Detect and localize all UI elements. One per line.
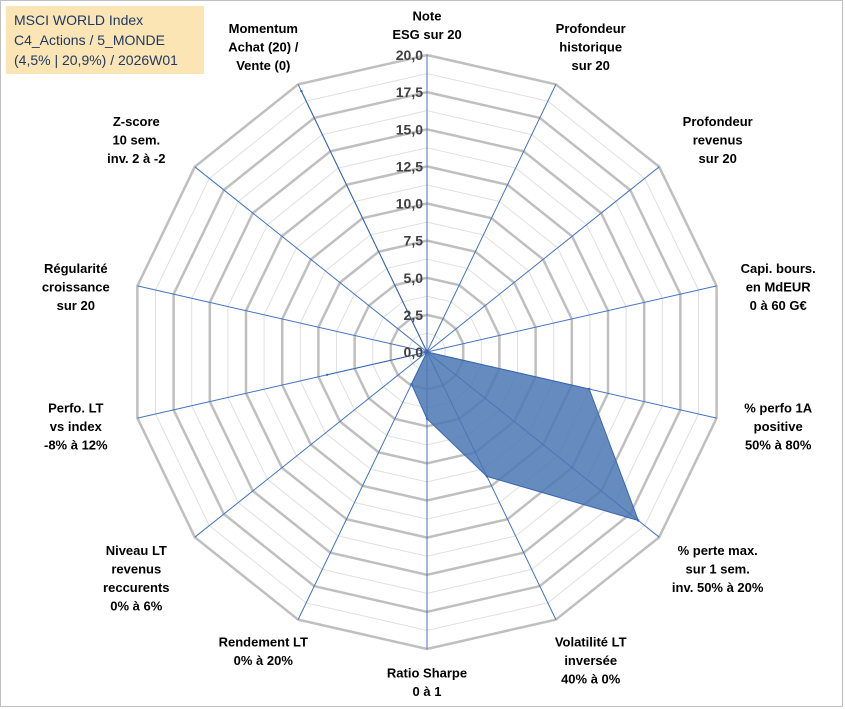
axis-spoke: [194, 351, 428, 538]
chart-title-box: MSCI WORLD Index C4_Actions / 5_MONDE (4…: [6, 6, 204, 74]
axis-label: % perfo 1A positive 50% à 80%: [744, 400, 813, 452]
axis-label: Volatilité LT inversée 40% à 0%: [555, 635, 627, 687]
data-point: [425, 417, 429, 420]
data-point: [300, 89, 303, 93]
axis-spoke: [137, 285, 428, 353]
tick-label: 17,5: [396, 84, 423, 100]
tick-label: 10,0: [396, 196, 423, 212]
axis-label: Ratio Sharpe 0 à 1: [387, 666, 467, 700]
data-point: [637, 519, 640, 522]
tick-label: 2,5: [404, 307, 424, 323]
axis-label: Capi. bours. en MdEUR 0 à 60 G€: [741, 261, 816, 313]
axis-labels: Note ESG sur 20 Profondeur historique sur 20…: [42, 9, 816, 700]
axis-label: Profondeur revenus sur 20: [683, 114, 753, 166]
axis-label: % perte max. sur 1 sem. inv. 50% à 20%: [672, 543, 764, 595]
data-point: [425, 350, 429, 354]
tick-label: 20,0: [396, 47, 423, 63]
axis-label: Niveau LT revenus reccurents 0% à 6%: [103, 543, 169, 614]
title-line-1: MSCI WORLD Index: [14, 12, 144, 28]
tick-label: 5,0: [404, 270, 424, 286]
data-point: [325, 373, 329, 376]
axis-label: Note ESG sur 20: [392, 9, 461, 43]
axis-label: Rendement LT 0% à 20%: [219, 635, 308, 669]
tick-label: 15,0: [396, 121, 423, 137]
title-line-2: C4_Actions / 5_MONDE: [14, 32, 165, 48]
tick-labels: 0,0 2,5 5,0 7,5 10,0 12,5 15,0 17,5 20,0: [396, 47, 423, 360]
axis-spoke: [426, 166, 660, 353]
axis-spoke: [297, 351, 428, 620]
data-series: [300, 89, 640, 522]
axis-label: Régularité croissance sur 20: [42, 261, 110, 313]
axis-spoke: [426, 84, 557, 353]
axis-label: Perfo. LT vs index -8% à 12%: [44, 400, 108, 452]
axis-spoke: [194, 166, 428, 353]
axis-label: Z-score 10 sem. inv. 2 à -2: [107, 114, 165, 166]
data-point: [485, 475, 489, 478]
axis-label: Momentum Achat (20) / Vente (0): [228, 21, 298, 73]
tick-label: 0,0: [404, 344, 424, 360]
title-line-3: (4,5% | 20,9%) / 2026W01: [14, 52, 178, 68]
data-point: [588, 387, 591, 391]
axis-label: Profondeur historique sur 20: [556, 21, 626, 73]
data-point: [410, 382, 413, 386]
axis-spoke: [426, 285, 717, 353]
tick-label: 12,5: [396, 158, 423, 174]
tick-label: 7,5: [404, 233, 424, 249]
